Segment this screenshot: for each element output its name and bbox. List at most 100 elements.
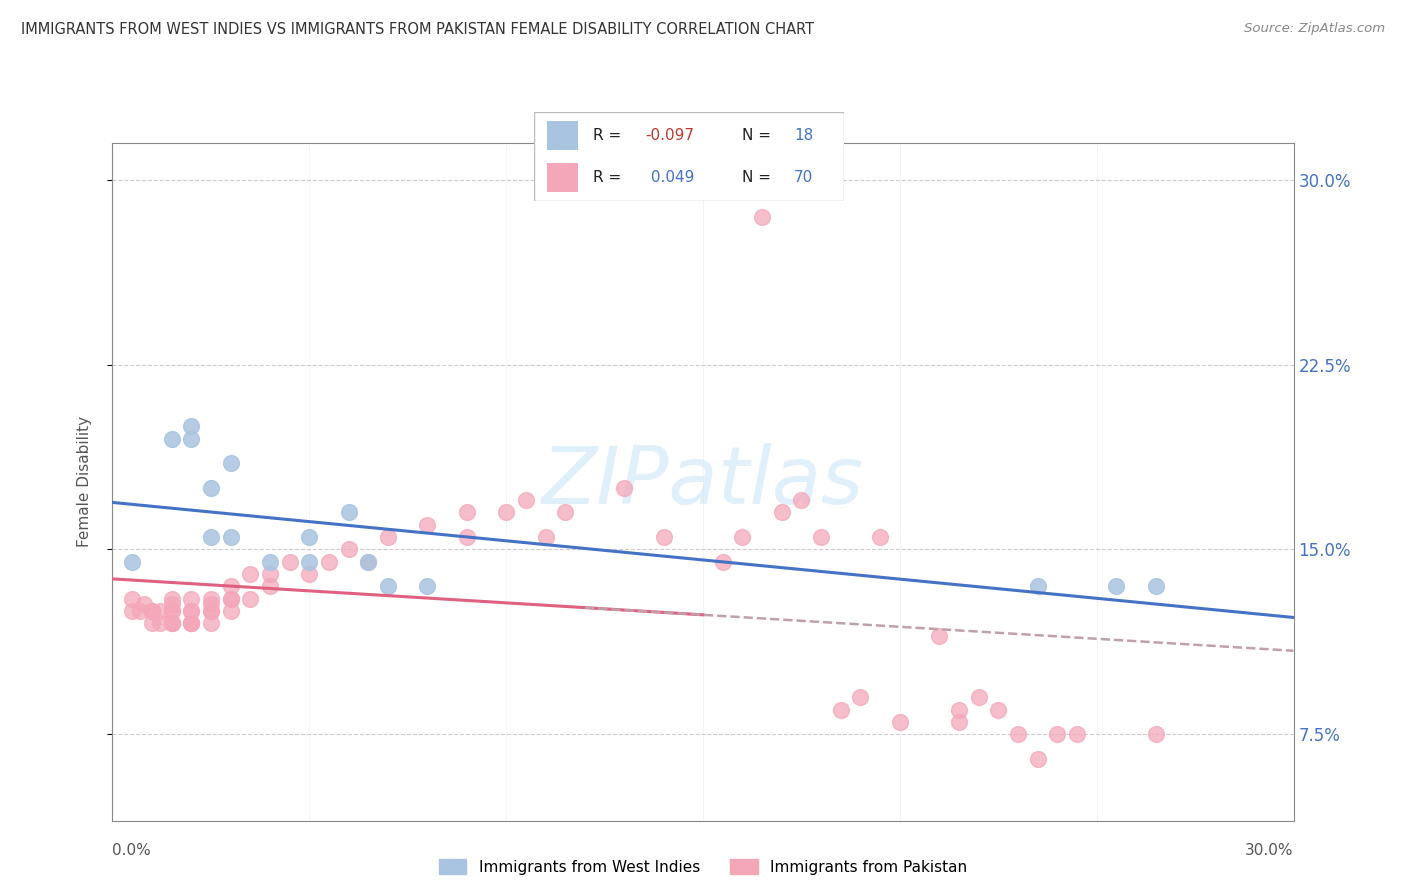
Text: Source: ZipAtlas.com: Source: ZipAtlas.com xyxy=(1244,22,1385,36)
Point xyxy=(141,604,163,618)
Point xyxy=(298,530,321,544)
Point xyxy=(1046,727,1069,741)
Bar xyxy=(547,121,578,150)
Point xyxy=(357,555,380,569)
Point xyxy=(200,597,222,611)
Point xyxy=(180,616,202,631)
Point xyxy=(810,530,832,544)
Text: N =: N = xyxy=(741,128,775,143)
FancyBboxPatch shape xyxy=(534,112,844,201)
Point xyxy=(1007,727,1029,741)
Point xyxy=(948,714,970,729)
Point xyxy=(180,419,202,434)
Point xyxy=(219,579,242,593)
Point xyxy=(1144,727,1167,741)
Point xyxy=(219,604,242,618)
Point xyxy=(259,567,281,582)
Point xyxy=(160,616,183,631)
Point xyxy=(200,591,222,606)
Point xyxy=(200,530,222,544)
Point xyxy=(967,690,990,705)
Text: 18: 18 xyxy=(794,128,813,143)
Point xyxy=(121,555,143,569)
Point xyxy=(318,555,340,569)
Point xyxy=(928,629,950,643)
Point xyxy=(141,604,163,618)
Point xyxy=(219,530,242,544)
Point xyxy=(948,703,970,717)
Point xyxy=(515,493,537,508)
Point xyxy=(830,703,852,717)
Point xyxy=(1026,579,1049,593)
Point xyxy=(160,591,183,606)
Point xyxy=(416,579,439,593)
Point xyxy=(180,604,202,618)
Point xyxy=(456,530,478,544)
Point xyxy=(180,591,202,606)
Point xyxy=(889,714,911,729)
Bar xyxy=(547,163,578,192)
Point xyxy=(1105,579,1128,593)
Point xyxy=(160,604,183,618)
Point xyxy=(149,616,172,631)
Point xyxy=(149,604,172,618)
Point xyxy=(239,567,262,582)
Point xyxy=(160,604,183,618)
Point xyxy=(1144,579,1167,593)
Legend: Immigrants from West Indies, Immigrants from Pakistan: Immigrants from West Indies, Immigrants … xyxy=(433,853,973,880)
Point xyxy=(121,604,143,618)
Point xyxy=(849,690,872,705)
Point xyxy=(160,597,183,611)
Point xyxy=(278,555,301,569)
Text: 70: 70 xyxy=(794,170,813,185)
Point xyxy=(200,481,222,495)
Point xyxy=(1066,727,1088,741)
Text: ZIPatlas: ZIPatlas xyxy=(541,442,865,521)
Point xyxy=(377,530,399,544)
Point xyxy=(180,616,202,631)
Point xyxy=(121,591,143,606)
Point xyxy=(180,616,202,631)
Point xyxy=(200,616,222,631)
Point xyxy=(731,530,754,544)
Point xyxy=(180,432,202,446)
Point xyxy=(141,616,163,631)
Y-axis label: Female Disability: Female Disability xyxy=(77,416,91,548)
Text: 30.0%: 30.0% xyxy=(1246,843,1294,858)
Point xyxy=(259,579,281,593)
Point xyxy=(416,517,439,532)
Point xyxy=(869,530,891,544)
Point xyxy=(219,591,242,606)
Point xyxy=(200,604,222,618)
Point xyxy=(711,555,734,569)
Point xyxy=(239,591,262,606)
Point xyxy=(219,591,242,606)
Point xyxy=(377,579,399,593)
Point xyxy=(180,604,202,618)
Point xyxy=(1026,752,1049,766)
Point xyxy=(259,555,281,569)
Point xyxy=(298,555,321,569)
Text: 0.049: 0.049 xyxy=(645,170,695,185)
Point xyxy=(751,210,773,224)
Point xyxy=(652,530,675,544)
Point xyxy=(495,506,517,520)
Text: -0.097: -0.097 xyxy=(645,128,695,143)
Text: R =: R = xyxy=(593,128,626,143)
Point xyxy=(770,506,793,520)
Point xyxy=(456,506,478,520)
Point xyxy=(337,542,360,557)
Point xyxy=(357,555,380,569)
Point xyxy=(534,530,557,544)
Text: R =: R = xyxy=(593,170,626,185)
Point xyxy=(219,456,242,470)
Point xyxy=(132,597,155,611)
Point xyxy=(298,567,321,582)
Point xyxy=(987,703,1010,717)
Point xyxy=(613,481,636,495)
Point xyxy=(160,616,183,631)
Text: IMMIGRANTS FROM WEST INDIES VS IMMIGRANTS FROM PAKISTAN FEMALE DISABILITY CORREL: IMMIGRANTS FROM WEST INDIES VS IMMIGRANT… xyxy=(21,22,814,37)
Text: N =: N = xyxy=(741,170,775,185)
Point xyxy=(129,604,152,618)
Point xyxy=(554,506,576,520)
